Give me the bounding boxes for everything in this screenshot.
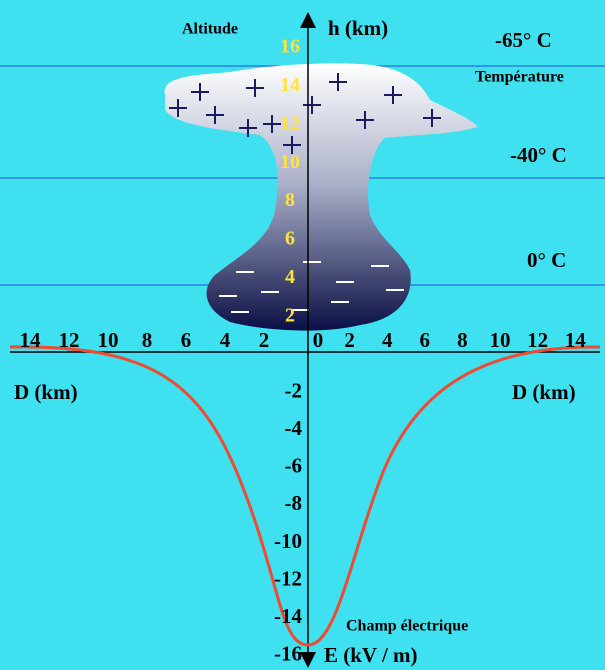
distance-tick: 2 bbox=[344, 328, 355, 352]
axes bbox=[10, 20, 600, 658]
distance-tick: 12 bbox=[527, 328, 548, 352]
distance-tick: 0 bbox=[313, 328, 324, 352]
distance-tick: 2 bbox=[259, 328, 270, 352]
altitude-tick: 6 bbox=[285, 228, 295, 250]
temp-label: -65° C bbox=[495, 28, 552, 52]
e-axis-label: E (kV / m) bbox=[324, 643, 418, 667]
field-tick: -4 bbox=[285, 416, 303, 440]
field-curve bbox=[9, 345, 601, 647]
h-axis-label: h (km) bbox=[328, 16, 388, 40]
arrow-down bbox=[300, 652, 316, 668]
altitude-tick: 16 bbox=[280, 36, 300, 58]
field-tick: -16 bbox=[274, 642, 302, 666]
distance-tick: 6 bbox=[420, 328, 431, 352]
field-label: Champ électrique bbox=[346, 618, 468, 635]
cloud bbox=[164, 63, 479, 331]
distance-tick: 8 bbox=[457, 328, 468, 352]
altitude-tick: 14 bbox=[280, 74, 300, 96]
distance-tick: 12 bbox=[59, 328, 80, 352]
distance-tick: 4 bbox=[220, 328, 231, 352]
arrow-up bbox=[300, 12, 316, 28]
distance-tick: 14 bbox=[20, 328, 42, 352]
field-tick: -14 bbox=[274, 604, 302, 628]
temp-label: 0° C bbox=[527, 248, 566, 272]
altitude-tick: 2 bbox=[285, 304, 295, 326]
distance-tick: 6 bbox=[181, 328, 192, 352]
distance-tick: 4 bbox=[382, 328, 393, 352]
distance-tick: 14 bbox=[565, 328, 587, 352]
negative-charges bbox=[219, 261, 404, 313]
field-tick: -12 bbox=[274, 566, 302, 590]
altitude-tick: 4 bbox=[285, 266, 295, 288]
d-axis-label: D (km) bbox=[512, 380, 576, 404]
temperature-label: Température bbox=[475, 69, 564, 86]
temp-label: -40° C bbox=[510, 143, 567, 167]
field-tick: -2 bbox=[285, 378, 303, 402]
altitude-tick: 8 bbox=[285, 189, 295, 211]
altitude-label: Altitude bbox=[182, 21, 238, 38]
positive-charges bbox=[169, 73, 441, 154]
field-tick: -8 bbox=[285, 491, 303, 515]
distance-tick: 10 bbox=[490, 328, 511, 352]
altitude-tick: 12 bbox=[280, 112, 300, 134]
field-tick: -10 bbox=[274, 529, 302, 553]
field-tick: -6 bbox=[285, 454, 303, 478]
d-axis-label: D (km) bbox=[14, 380, 78, 404]
altitude-tick: 10 bbox=[280, 151, 300, 173]
distance-tick: 8 bbox=[142, 328, 153, 352]
distance-tick: 10 bbox=[98, 328, 119, 352]
